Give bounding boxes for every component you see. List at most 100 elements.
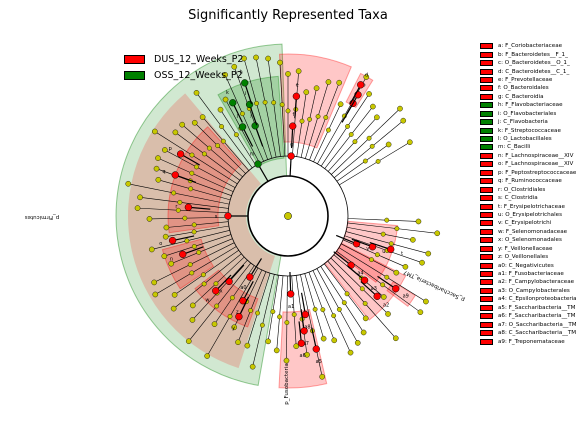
tree-branch	[181, 124, 243, 178]
taxa-legend-swatch	[480, 110, 493, 117]
tree-branch	[267, 275, 279, 342]
taxa-legend-swatch	[480, 195, 493, 202]
significant-branch	[351, 238, 373, 248]
significant-node-h	[241, 79, 249, 87]
taxa-legend-swatch	[480, 161, 493, 168]
tree-node	[362, 301, 368, 306]
tree-node	[206, 145, 212, 151]
tree-branch	[154, 131, 238, 185]
node-key-label: a2	[383, 302, 389, 308]
tree-branch	[194, 122, 246, 174]
node-key-label: u	[382, 249, 385, 255]
tree-leaf	[402, 264, 409, 270]
taxa-legend-entry: a9: F_Treponemataceae	[480, 337, 576, 345]
tree-branch	[320, 266, 364, 333]
taxa-legend-entry: n: F_Lachnospiraceae__XIV	[480, 152, 576, 160]
taxa-legend-entry: a5: F_Saccharibacteria__TM	[480, 304, 576, 312]
tree-node	[277, 314, 282, 320]
tree-leaf	[419, 259, 425, 266]
significant-node-x	[225, 277, 233, 286]
tree-leaf	[222, 72, 228, 78]
taxa-legend-label: m: C_Bacilli	[498, 144, 531, 151]
tree-leaf	[152, 291, 159, 298]
tree-branch	[164, 149, 236, 188]
tree-branch	[166, 221, 229, 228]
significant-branch	[377, 275, 397, 290]
tree-leaf	[146, 216, 153, 222]
taxa-legend-entry: e: F_Prevotellaceae	[480, 76, 576, 84]
tree-leaf	[125, 180, 132, 187]
taxa-legend-entry: d: C_Bacteroidetes__C_1_	[480, 67, 576, 75]
taxa-legend-entry: t: F_Erysipelotrichaceae	[480, 202, 576, 210]
significant-node-a6	[297, 339, 306, 347]
tree-branch	[149, 216, 229, 220]
taxa-legend-swatch	[480, 245, 493, 252]
tree-branch	[140, 197, 229, 209]
significant-branch	[290, 126, 294, 149]
node-key-label: a4	[357, 271, 363, 277]
tree-branch	[171, 238, 233, 264]
tree-leaf	[152, 128, 158, 135]
tree-node	[248, 308, 253, 313]
tree-node	[331, 313, 337, 319]
tree-node	[201, 151, 207, 157]
taxa-legend-label: v: C_Erysipelotrichi	[498, 220, 552, 227]
tree-leaf	[363, 74, 370, 80]
tree-branch	[330, 257, 389, 315]
tree-branch	[313, 104, 341, 162]
significant-node-d	[357, 81, 365, 89]
significant-branch	[242, 126, 254, 147]
taxa-legend-entry: a0: C_Negativicutes	[480, 261, 576, 269]
significant-branch	[360, 281, 378, 297]
tree-node	[336, 307, 342, 312]
taxa-legend-entry: a8: C_Saccharibacteria__TM	[480, 329, 576, 337]
node-key-label: a0	[240, 285, 246, 291]
tree-leaf	[231, 324, 238, 331]
node-key-label: w	[205, 297, 209, 303]
group-legend-label: DUS_12_Weeks_P2	[154, 53, 244, 65]
tree-branch	[196, 92, 253, 169]
node-key-label: e	[296, 82, 299, 88]
tree-leaf	[325, 79, 332, 85]
tree-node	[375, 159, 381, 164]
tree-branch	[308, 272, 335, 341]
node-key-label: r	[175, 204, 178, 210]
significant-branch	[294, 96, 297, 119]
node-key-label: p	[169, 146, 172, 152]
tree-leaf	[193, 90, 200, 96]
tree-branch	[286, 275, 288, 361]
tree-branch	[309, 82, 340, 161]
tree-leaf	[168, 260, 175, 267]
taxa-legend-label: k: F_Streptococcaceae	[498, 127, 561, 134]
significant-node-e	[292, 92, 301, 100]
tree-branch	[165, 225, 229, 237]
significant-branch	[249, 258, 263, 278]
taxa-legend-label: c: O_Bacteroidetes__O_1_	[498, 60, 570, 67]
significant-node-l	[238, 123, 247, 131]
taxa-legend-swatch	[480, 279, 493, 286]
node-key-label: a3	[371, 286, 377, 292]
tree-node	[362, 158, 368, 164]
tree-node	[221, 138, 226, 144]
taxa-legend-swatch	[480, 211, 493, 218]
tree-leaf	[347, 349, 354, 356]
taxa-legend-entry: y: F_Veillonellaceae	[480, 245, 576, 253]
tree-leaf	[285, 71, 291, 77]
tree-branch	[192, 256, 245, 306]
significant-node-t	[387, 245, 395, 254]
significant-branch	[298, 321, 302, 344]
taxa-legend-swatch	[480, 93, 493, 100]
tree-branch	[279, 62, 286, 157]
significant-node-a3	[360, 276, 369, 284]
tree-node	[189, 270, 195, 276]
tree-node	[345, 123, 350, 129]
taxa-legend-entry: a3: O_Campylobacterales	[480, 287, 576, 295]
tree-leaf	[393, 269, 400, 276]
significant-node-g	[287, 152, 295, 160]
tree-leaf	[189, 302, 196, 309]
taxa-legend-label: i: O_Flavobacteriales	[498, 110, 557, 117]
tree-leaf	[155, 176, 162, 183]
taxa-legend-swatch	[480, 237, 493, 244]
taxa-legend: a: F_Coriobacteriaceae b: F_Bacteroidetes…	[480, 42, 576, 346]
